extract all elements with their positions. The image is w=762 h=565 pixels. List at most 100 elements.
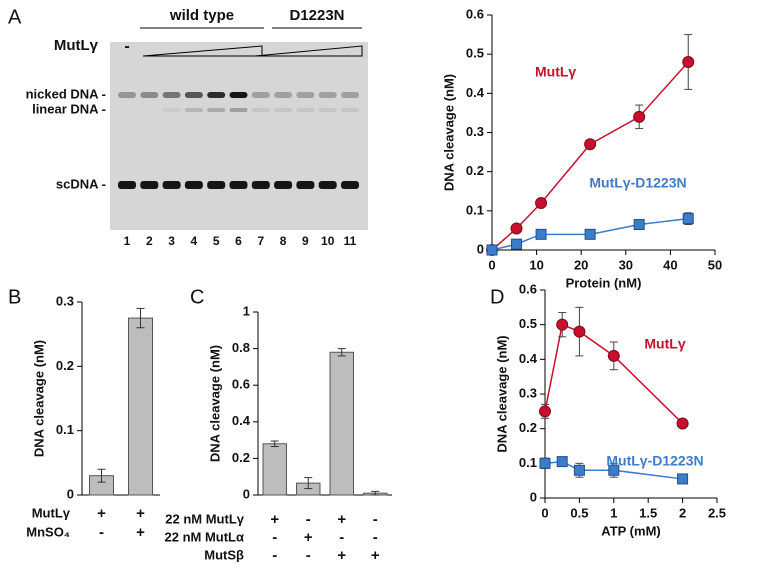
gel-band <box>318 181 337 189</box>
x-tick-label: 2 <box>679 505 686 520</box>
x-tick-label: 1 <box>610 505 617 520</box>
gel-band <box>162 92 181 98</box>
gel-band <box>207 181 226 189</box>
gel-band <box>140 181 159 189</box>
band-label: linear DNA - <box>32 101 106 116</box>
gel-band <box>162 108 181 112</box>
y-tick-label: 0.2 <box>466 163 484 178</box>
y-axis-label: DNA cleavage (nM) <box>31 340 46 457</box>
y-tick-label: 0 <box>67 486 74 501</box>
condition-mark: - <box>99 524 104 541</box>
gel-image <box>110 42 368 230</box>
x-tick-label: 10 <box>529 257 543 272</box>
y-tick-label: 0 <box>477 241 484 256</box>
y-tick-label: 0.2 <box>232 450 250 465</box>
y-tick-label: 0.6 <box>466 6 484 21</box>
lane-number: 5 <box>213 234 220 248</box>
gel-band <box>118 92 136 98</box>
gel-band <box>251 92 270 98</box>
x-tick-label: 0 <box>541 505 548 520</box>
condition-mark: + <box>136 505 145 522</box>
y-tick-label: 0.1 <box>466 202 484 217</box>
marker <box>539 457 551 469</box>
y-tick-label: 0.6 <box>519 281 537 296</box>
wedge <box>254 45 363 57</box>
minus: - <box>124 38 129 55</box>
y-tick-label: 0.3 <box>56 293 74 308</box>
x-tick-label: 1.5 <box>639 505 657 520</box>
x-tick-label: 40 <box>663 257 677 272</box>
marker <box>556 318 569 331</box>
y-tick-label: 0.1 <box>56 422 74 437</box>
y-tick-label: 0.1 <box>519 455 537 470</box>
lane-number: 8 <box>280 234 287 248</box>
gel-band <box>184 181 203 189</box>
marker <box>486 244 498 256</box>
marker <box>573 464 585 476</box>
condition-label: 22 nM MutLα <box>165 529 245 544</box>
gel-band <box>229 108 248 112</box>
y-tick-label: 0.2 <box>56 358 74 373</box>
x-tick-label: 50 <box>708 257 722 272</box>
y-axis-label: DNA cleavage (nM) <box>494 335 509 452</box>
condition-mark: + <box>371 547 380 564</box>
bar <box>329 351 354 496</box>
gel-band <box>229 92 248 98</box>
y-tick-label: 0.4 <box>519 351 538 366</box>
y-tick-label: 0.3 <box>466 124 484 139</box>
condition-mark: - <box>272 547 277 564</box>
panel-letter: C <box>190 286 204 308</box>
gel-band <box>274 92 293 98</box>
gel-band <box>341 108 359 112</box>
marker <box>682 213 694 225</box>
marker <box>584 138 597 151</box>
band-label: scDNA - <box>56 176 106 191</box>
series-label: MutLγ-D1223N <box>606 453 703 469</box>
lane-number: 11 <box>344 234 357 248</box>
gel-band <box>341 92 359 98</box>
condition-mark: - <box>306 511 311 528</box>
gel-band <box>184 92 203 98</box>
bar <box>128 317 153 496</box>
marker <box>539 405 551 418</box>
lane-number: 10 <box>321 234 335 248</box>
marker <box>510 222 523 235</box>
y-tick-label: 0.4 <box>466 85 485 100</box>
gel-band <box>341 181 359 189</box>
marker <box>556 456 568 468</box>
marker <box>676 417 689 430</box>
wedge <box>142 45 263 57</box>
condition-mark: + <box>97 505 106 522</box>
y-tick-label: 0 <box>530 489 537 504</box>
condition-mark: + <box>337 547 346 564</box>
gel-band <box>184 108 203 112</box>
gel-band <box>296 181 315 189</box>
x-axis-label: ATP (mM) <box>601 523 660 538</box>
condition-mark: - <box>306 547 311 564</box>
y-tick-label: 0.4 <box>232 413 251 428</box>
lane-number: 3 <box>168 234 175 248</box>
condition-label: MutSβ <box>204 547 244 562</box>
gel-band <box>118 181 136 189</box>
y-tick-label: 0.2 <box>519 420 537 435</box>
panel-letter: B <box>8 286 21 308</box>
gel-band <box>140 92 159 98</box>
condition-mark: - <box>272 529 277 546</box>
x-tick-label: 30 <box>619 257 633 272</box>
condition-mark: + <box>304 529 313 546</box>
gel-band <box>318 108 337 112</box>
marker <box>607 349 620 362</box>
marker <box>511 238 523 250</box>
condition-label: MutLγ <box>32 505 71 520</box>
y-axis-label: DNA cleavage (nM) <box>207 345 222 462</box>
y-tick-label: 0.8 <box>232 340 250 355</box>
x-tick-label: 0 <box>488 257 495 272</box>
marker <box>682 56 695 68</box>
bar <box>262 443 287 496</box>
marker <box>608 464 620 476</box>
lane-number: 2 <box>146 234 153 248</box>
marker <box>633 110 646 123</box>
x-tick-label: 2.5 <box>708 505 726 520</box>
marker <box>573 325 586 338</box>
